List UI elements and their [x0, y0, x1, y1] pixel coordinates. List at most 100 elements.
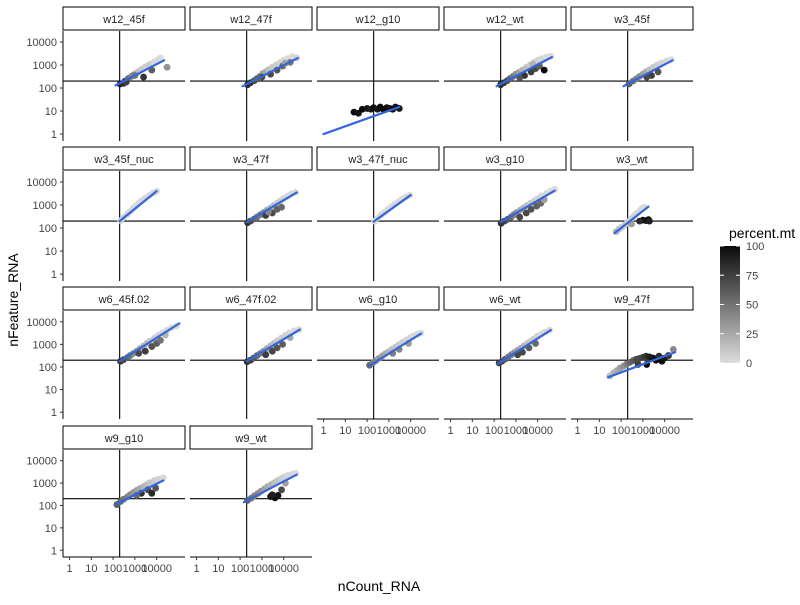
y-tick-label: 10000 — [26, 317, 57, 329]
y-tick-label: 10 — [45, 246, 57, 258]
data-point — [522, 209, 530, 217]
fit-line — [367, 332, 423, 368]
fit-line — [114, 59, 166, 87]
panel-strip — [62, 425, 186, 450]
y-tick-label: 10 — [45, 385, 57, 397]
x-tick-label: 1 — [193, 563, 199, 575]
data-point — [135, 349, 143, 357]
panel-title: w9_g10 — [104, 433, 144, 445]
x-tick-label: 1000 — [250, 563, 274, 575]
x-tick-label: 10000 — [522, 425, 553, 437]
panel-title: w12_45f — [102, 14, 146, 26]
x-tick-label: 100 — [231, 563, 249, 575]
panel-strip — [443, 146, 567, 171]
legend-title: percent.mt — [729, 225, 795, 241]
y-tick-label: 1 — [51, 129, 57, 141]
y-tick-label: 100 — [39, 223, 57, 235]
legend-tick-label: 0 — [746, 358, 752, 370]
data-point — [273, 344, 281, 352]
x-tick-label: 10000 — [141, 563, 172, 575]
y-tick-label: 1 — [51, 545, 57, 557]
legend: percent.mt 0 25 50 75 100 — [720, 225, 795, 370]
data-point — [148, 489, 156, 497]
panel-title: w6_wt — [488, 294, 520, 306]
panel-w3_45f_nuc: w3_45f_nuc 1 10 100 1000 10000 — [26, 146, 186, 281]
fit-line — [622, 59, 674, 88]
x-tick-label: 10000 — [395, 425, 426, 437]
panel-strip — [189, 425, 313, 450]
x-tick-label: 10000 — [649, 425, 680, 437]
panel-w3_45f: w3_45f — [570, 6, 694, 141]
data-point — [278, 203, 285, 211]
panel-title: w3_45f — [613, 14, 650, 26]
fit-line — [322, 105, 401, 136]
panel-strip — [189, 286, 313, 311]
fit-line — [613, 205, 650, 235]
data-point — [159, 474, 167, 482]
panel-w3_g10: w3_g10 — [443, 146, 567, 281]
panel-title: w12_wt — [485, 14, 523, 26]
panel-w3_47f: w3_47f — [189, 146, 313, 281]
panel-strip — [570, 6, 694, 31]
panel-title: w3_47f_nuc — [347, 154, 408, 166]
x-tick-label: 1000 — [123, 563, 147, 575]
panel-w6_45f.02: w6_45f.02 1 10 100 1000 10000 — [26, 286, 186, 419]
fit-line — [606, 351, 677, 379]
y-tick-label: 10000 — [26, 37, 57, 49]
y-axis-label: nFeature_RNA — [5, 253, 21, 347]
panel-title: w12_g10 — [355, 14, 401, 26]
y-tick-label: 1000 — [33, 60, 57, 72]
data-point — [157, 337, 164, 344]
fit-line — [245, 191, 298, 224]
data-point — [278, 486, 285, 494]
x-tick-label: 1 — [320, 425, 326, 437]
data-point — [654, 68, 662, 76]
data-point — [516, 213, 524, 221]
data-point — [157, 54, 164, 62]
x-tick-label: 10 — [593, 425, 605, 437]
data-point — [274, 492, 282, 499]
fit-line — [496, 328, 552, 365]
legend-tick-label: 50 — [746, 300, 758, 312]
panel-strip — [62, 6, 186, 31]
panel-w12_g10: w12_g10 — [316, 6, 440, 141]
panel-title: w3_g10 — [485, 154, 525, 166]
x-tick-label: 1000 — [377, 425, 401, 437]
panel-strip — [189, 146, 313, 171]
fit-line — [114, 479, 165, 506]
panel-w12_45f: w12_45f 1 10 100 1000 10000 — [26, 6, 186, 141]
panel-strip — [62, 286, 186, 311]
x-tick-label: 1 — [447, 425, 453, 437]
data-point — [163, 63, 171, 71]
y-tick-label: 10 — [45, 523, 57, 535]
x-tick-label: 10 — [466, 425, 478, 437]
fit-line — [118, 322, 181, 363]
panel-title: w3_45f_nuc — [93, 154, 154, 166]
data-point — [279, 340, 287, 348]
x-tick-label: 1 — [66, 563, 72, 575]
y-tick-label: 1 — [51, 407, 57, 419]
data-point — [141, 347, 149, 355]
panel-strip — [62, 146, 186, 171]
x-tick-label: 1 — [574, 425, 580, 437]
y-tick-label: 1000 — [33, 478, 57, 490]
data-point — [148, 343, 156, 350]
data-point — [268, 347, 276, 355]
x-tick-label: 1000 — [631, 425, 655, 437]
data-point — [262, 351, 270, 359]
legend-ticks: 0 25 50 75 100 — [720, 241, 764, 370]
data-point — [527, 205, 535, 213]
x-tick-label: 1000 — [504, 425, 528, 437]
panel-strip — [316, 6, 440, 31]
y-tick-label: 100 — [39, 362, 57, 374]
panel-strip — [443, 286, 567, 311]
panel-strip — [316, 146, 440, 171]
x-tick-label: 100 — [358, 425, 376, 437]
legend-tick-label: 100 — [746, 241, 764, 253]
x-axis-label: nCount_RNA — [338, 578, 421, 594]
panel-title: w9_wt — [234, 433, 266, 445]
